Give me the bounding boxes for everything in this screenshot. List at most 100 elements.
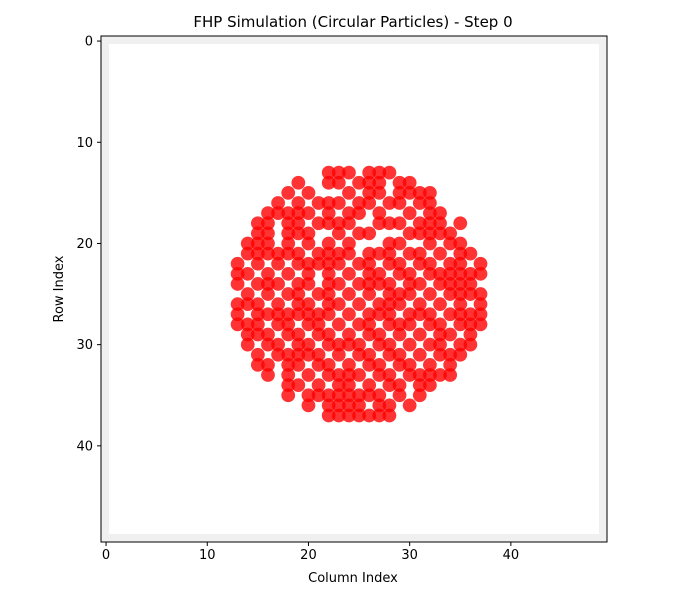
particle-marker <box>463 246 478 261</box>
particle-marker <box>291 206 306 220</box>
particle-marker <box>453 266 468 281</box>
particle-marker <box>402 287 417 301</box>
particle-marker <box>311 246 326 261</box>
particle-marker <box>240 266 255 281</box>
particle-marker <box>362 185 377 200</box>
particle-marker <box>291 246 306 261</box>
particle-marker <box>362 358 377 372</box>
particle-marker <box>453 307 468 322</box>
particle-marker <box>281 368 296 382</box>
particle-marker <box>342 378 356 393</box>
particle-marker <box>261 226 275 241</box>
x-tick-label: 20 <box>300 548 317 563</box>
particle-marker <box>412 216 427 231</box>
particle-marker <box>291 358 306 372</box>
particle-marker <box>443 358 458 372</box>
particle-marker <box>342 408 356 423</box>
particle-marker <box>412 378 427 393</box>
particle-marker <box>331 256 346 271</box>
particle-marker <box>301 398 316 413</box>
particle-marker <box>301 337 316 352</box>
particle-marker <box>423 337 437 352</box>
particle-marker <box>463 307 478 322</box>
particle-marker <box>402 175 417 190</box>
particle-marker <box>352 347 366 362</box>
particle-marker <box>412 307 427 322</box>
particle-marker <box>250 297 265 312</box>
particle-marker <box>250 358 265 372</box>
particle-marker <box>291 277 306 291</box>
particle-marker <box>423 206 437 220</box>
particle-marker <box>382 307 397 322</box>
particle-marker <box>342 398 356 413</box>
particle-marker <box>331 226 346 241</box>
particle-marker <box>423 196 437 210</box>
particle-marker <box>352 297 366 312</box>
particle-marker <box>402 368 417 382</box>
particle-marker <box>382 368 397 382</box>
particle-marker <box>453 287 468 301</box>
particle-marker <box>311 327 326 342</box>
particle-marker <box>433 246 447 261</box>
particle-marker <box>342 368 356 382</box>
particle-marker <box>342 337 356 352</box>
particle-marker <box>392 347 407 362</box>
particle-marker <box>433 368 447 382</box>
particle-marker <box>311 317 326 332</box>
y-axis-label: Row Index <box>52 255 67 322</box>
particle-marker <box>433 277 447 291</box>
particle-marker <box>423 358 437 372</box>
particle-marker <box>372 266 387 281</box>
particle-marker <box>372 398 387 413</box>
particle-marker <box>301 297 316 312</box>
particle-marker <box>250 277 265 291</box>
particle-marker <box>342 165 356 180</box>
particle-marker <box>392 175 407 190</box>
particle-marker <box>240 317 255 332</box>
particle-marker <box>352 408 366 423</box>
particle-marker <box>301 368 316 382</box>
particle-marker <box>362 347 377 362</box>
particle-marker <box>342 358 356 372</box>
particle-marker <box>352 226 366 241</box>
particle-marker <box>392 236 407 251</box>
particle-marker <box>321 297 336 312</box>
particle-marker <box>392 256 407 271</box>
particle-marker <box>473 317 488 332</box>
particle-marker <box>423 236 437 251</box>
x-axis: 0 10 20 30 40 <box>102 542 519 563</box>
particle-marker <box>342 236 356 251</box>
particle-marker <box>453 297 468 312</box>
particle-marker <box>291 297 306 312</box>
particle-marker <box>261 358 275 372</box>
particle-marker <box>352 368 366 382</box>
particle-marker <box>392 388 407 403</box>
particle-marker <box>342 216 356 231</box>
particle-marker <box>392 196 407 210</box>
particle-marker <box>412 246 427 261</box>
particle-marker <box>321 175 336 190</box>
particle-marker <box>311 378 326 393</box>
particle-marker <box>362 266 377 281</box>
particle-marker <box>412 327 427 342</box>
particle-marker <box>291 287 306 301</box>
particle-marker <box>433 337 447 352</box>
particle-marker <box>402 277 417 291</box>
particle-marker <box>321 266 336 281</box>
particle-marker <box>331 196 346 210</box>
particle-marker <box>433 327 447 342</box>
particle-marker <box>433 206 447 220</box>
particle-marker <box>261 327 275 342</box>
particle-marker <box>301 206 316 220</box>
particle-marker <box>291 347 306 362</box>
particle-marker <box>402 266 417 281</box>
particle-marker <box>362 196 377 210</box>
particle-marker <box>321 206 336 220</box>
particle-marker <box>402 246 417 261</box>
particle-marker <box>321 368 336 382</box>
particle-marker <box>301 185 316 200</box>
particle-marker <box>240 337 255 352</box>
particle-marker <box>372 277 387 291</box>
particle-marker <box>443 307 458 322</box>
particle-marker <box>281 388 296 403</box>
